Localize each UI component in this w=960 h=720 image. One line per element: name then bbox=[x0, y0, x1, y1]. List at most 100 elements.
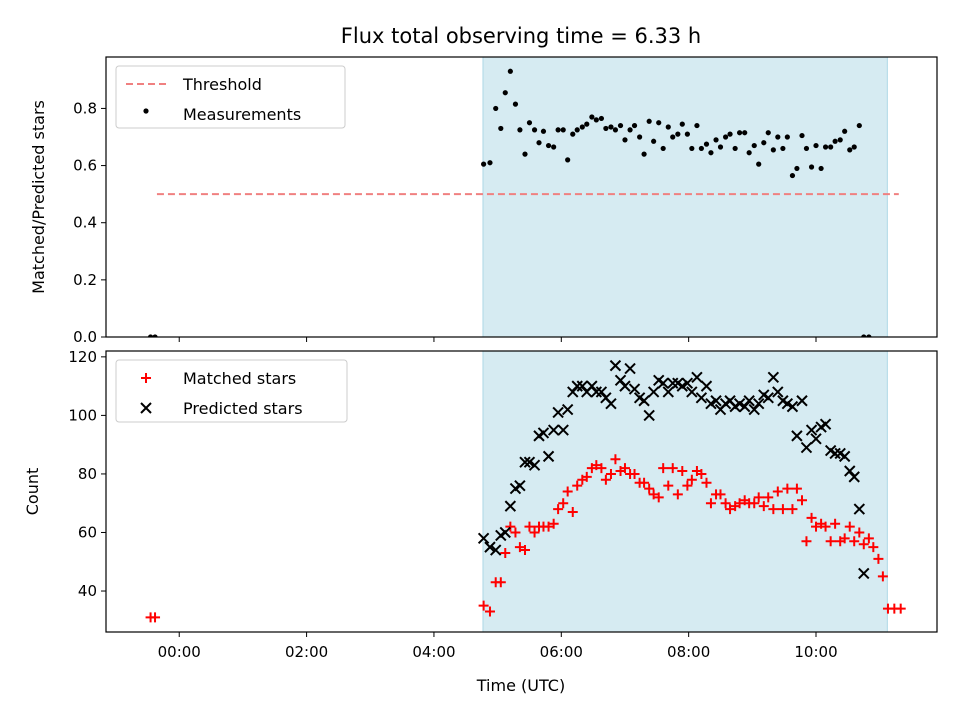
measurement-point bbox=[732, 145, 738, 152]
count-y-tick-label: 120 bbox=[68, 348, 97, 366]
measurement-point bbox=[722, 134, 729, 140]
measurement-point bbox=[736, 130, 743, 136]
ratio-y-tick-label: 0.4 bbox=[73, 214, 97, 232]
matched-star-point bbox=[581, 471, 592, 482]
measurement-point bbox=[570, 131, 576, 137]
measurement-point bbox=[531, 127, 538, 133]
x-tick-label: 06:00 bbox=[540, 643, 583, 661]
measurement-point bbox=[799, 132, 805, 139]
predicted-star-point bbox=[791, 430, 803, 442]
predicted-star-point bbox=[643, 409, 655, 422]
matched-star-point bbox=[877, 571, 888, 582]
matched-star-point bbox=[653, 492, 664, 503]
measurement-point bbox=[679, 121, 685, 127]
legend-predicted-label: Predicted stars bbox=[183, 399, 303, 418]
predicted-star-point bbox=[499, 526, 511, 539]
matched-star-point bbox=[663, 480, 674, 491]
matched-star-point bbox=[854, 527, 865, 538]
measurement-point bbox=[851, 144, 857, 150]
matched-star-point bbox=[863, 533, 874, 544]
matched-star-point bbox=[553, 504, 564, 515]
predicted-star-point bbox=[767, 371, 780, 384]
matched-star-point bbox=[677, 466, 688, 477]
measurement-point bbox=[698, 145, 704, 152]
matched-star-point bbox=[801, 536, 812, 547]
legend-measurements-label: Measurements bbox=[183, 105, 301, 124]
measurement-point bbox=[522, 151, 528, 157]
measurement-point bbox=[545, 142, 552, 149]
x-tick-label: 00:00 bbox=[158, 643, 201, 661]
measurement-point bbox=[665, 124, 671, 130]
measurement-point bbox=[526, 120, 533, 126]
predicted-star-point bbox=[619, 380, 631, 392]
measurement-point bbox=[152, 334, 158, 337]
measurement-point bbox=[589, 114, 595, 120]
predicted-star-point bbox=[571, 380, 583, 392]
predicted-star-point bbox=[624, 362, 636, 375]
measurement-point bbox=[502, 90, 508, 96]
predicted-star-point bbox=[662, 386, 674, 398]
matched-star-point bbox=[830, 518, 841, 529]
legend-threshold-label: Threshold bbox=[182, 75, 262, 94]
measurement-point bbox=[751, 142, 757, 149]
measurement-point bbox=[631, 122, 638, 129]
predicted-star-point bbox=[772, 386, 784, 398]
measurement-point bbox=[637, 134, 643, 140]
predicted-star-point bbox=[762, 392, 774, 404]
matched-star-point bbox=[520, 545, 531, 556]
matched-star-point bbox=[763, 492, 774, 503]
measurement-point bbox=[689, 145, 695, 152]
matched-star-point bbox=[500, 547, 511, 558]
x-tick-label: 02:00 bbox=[285, 643, 328, 661]
matched-star-point bbox=[484, 606, 495, 617]
legend-predicted-swatch bbox=[140, 402, 152, 414]
count-y-tick-label: 80 bbox=[78, 465, 97, 483]
matched-star-point bbox=[825, 536, 836, 547]
predicted-star-point bbox=[700, 380, 713, 392]
matched-star-point bbox=[849, 536, 860, 547]
chart-title: Flux total observing time = 6.33 h bbox=[341, 24, 701, 48]
predicted-star-point bbox=[848, 471, 860, 483]
ratio-legend-box bbox=[115, 65, 346, 129]
matched-star-point bbox=[150, 612, 161, 623]
predicted-star-point bbox=[710, 395, 722, 407]
matched-star-point bbox=[806, 512, 817, 523]
measurement-point bbox=[775, 134, 781, 140]
matched-star-point bbox=[610, 454, 621, 465]
measurement-point bbox=[813, 142, 819, 149]
measurement-point bbox=[603, 125, 609, 132]
count-plot-area bbox=[145, 359, 906, 623]
measurement-point bbox=[617, 122, 624, 129]
matched-star-point bbox=[596, 463, 607, 474]
matched-star-point bbox=[858, 539, 869, 550]
predicted-star-point bbox=[691, 371, 703, 384]
matched-star-point bbox=[787, 504, 798, 515]
predicted-star-point bbox=[552, 406, 564, 419]
matched-star-point bbox=[510, 527, 521, 538]
predicted-star-point bbox=[557, 424, 569, 436]
predicted-star-point bbox=[743, 395, 755, 407]
matched-star-point bbox=[686, 474, 697, 485]
predicted-star-point bbox=[853, 503, 866, 515]
predicted-star-point bbox=[477, 532, 490, 545]
matched-star-point bbox=[868, 542, 879, 553]
count-legend-box bbox=[115, 359, 348, 423]
matched-star-point bbox=[844, 521, 855, 532]
x-tick-label: 10:00 bbox=[794, 643, 837, 661]
matched-star-point bbox=[505, 521, 516, 532]
matched-star-point bbox=[529, 527, 540, 538]
measurement-point bbox=[761, 140, 767, 146]
predicted-star-point bbox=[752, 397, 765, 410]
predicted-star-point bbox=[528, 459, 541, 471]
matched-star-point bbox=[782, 483, 793, 494]
ratio-legend: Threshold Measurements bbox=[115, 65, 346, 129]
matched-star-point bbox=[791, 483, 802, 494]
measurement-point bbox=[147, 334, 154, 337]
measurement-point bbox=[551, 144, 557, 150]
predicted-star-point bbox=[786, 400, 799, 413]
x-axis-label: Time (UTC) bbox=[476, 676, 565, 695]
measurement-point bbox=[708, 150, 714, 156]
legend-matched-swatch bbox=[141, 373, 151, 383]
matched-star-point bbox=[658, 463, 669, 474]
